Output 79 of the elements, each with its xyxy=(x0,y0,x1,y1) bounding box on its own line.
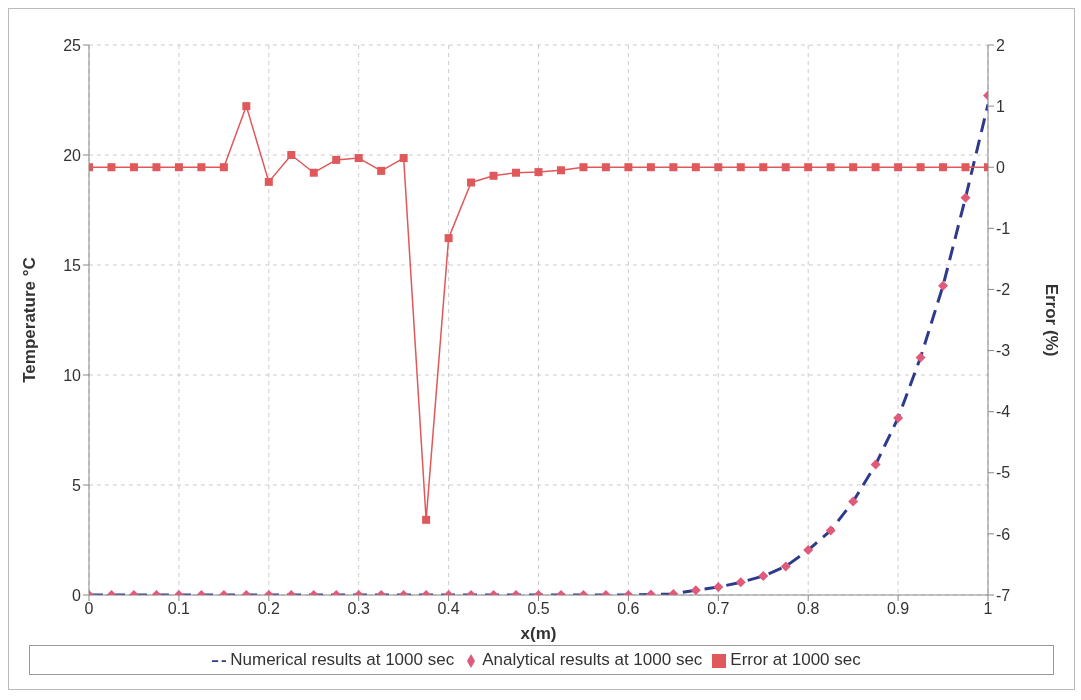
point xyxy=(624,163,633,172)
point xyxy=(354,154,363,163)
point xyxy=(534,168,543,177)
y2-tick-label: -2 xyxy=(996,281,1011,299)
y-tick-label: 15 xyxy=(63,256,82,274)
y-tick-label: 0 xyxy=(72,586,82,604)
point xyxy=(848,496,859,507)
x-tick-label: 0.4 xyxy=(437,600,460,618)
point xyxy=(714,163,723,172)
point xyxy=(804,163,813,172)
point xyxy=(422,515,431,524)
point xyxy=(915,352,926,363)
point xyxy=(669,163,678,172)
legend-label: Error at 1000 sec xyxy=(730,650,861,669)
y-tick-label: 5 xyxy=(72,476,82,494)
point xyxy=(399,154,408,163)
y2-tick-label: -7 xyxy=(996,586,1011,604)
point xyxy=(736,163,745,172)
point xyxy=(894,163,903,172)
point xyxy=(242,102,251,111)
point xyxy=(129,163,138,172)
point xyxy=(107,163,116,172)
legend-label: Analytical results at 1000 sec xyxy=(482,650,703,669)
point xyxy=(197,163,206,172)
point xyxy=(332,155,341,164)
x-tick-label: 0.1 xyxy=(167,600,191,618)
y2-tick-label: -6 xyxy=(996,525,1011,543)
point xyxy=(646,163,655,172)
point xyxy=(489,171,498,180)
point xyxy=(287,151,296,159)
point xyxy=(174,163,183,172)
x-tick-label: 0.2 xyxy=(257,600,281,618)
point xyxy=(264,177,273,186)
x-tick-label: 0.9 xyxy=(886,600,910,618)
point xyxy=(219,163,228,172)
x-tick-label: 0.8 xyxy=(797,600,820,618)
point xyxy=(916,163,925,172)
point xyxy=(939,163,948,172)
point xyxy=(825,525,836,536)
x-tick-label: 0.6 xyxy=(617,600,640,618)
point xyxy=(579,163,588,172)
y2-tick-label: -4 xyxy=(996,403,1011,421)
point xyxy=(938,280,949,291)
x-tick-label: 0.7 xyxy=(707,600,730,618)
point xyxy=(556,166,565,175)
point xyxy=(444,234,453,243)
point xyxy=(870,459,881,470)
x-tick-label: 1 xyxy=(983,600,993,618)
point xyxy=(961,163,970,172)
point xyxy=(601,163,610,172)
point xyxy=(960,192,971,203)
y-axis-title: Temperature °C xyxy=(20,257,40,383)
point xyxy=(781,163,790,172)
point xyxy=(467,178,476,187)
x-axis-title: x(m) xyxy=(520,624,557,643)
point xyxy=(759,163,768,172)
y2-axis-title: Error (%) xyxy=(1041,283,1061,357)
y-tick-label: 25 xyxy=(63,36,82,54)
y2-tick-label: -3 xyxy=(996,342,1011,360)
x-tick-label: 0.5 xyxy=(527,600,550,618)
y2-tick-label: -1 xyxy=(996,220,1011,238)
x-tick-label: 0.3 xyxy=(347,600,370,618)
y2-tick-label: 2 xyxy=(996,36,1005,54)
point xyxy=(893,412,904,423)
point xyxy=(871,163,880,172)
y2-tick-label: 1 xyxy=(996,97,1005,115)
point xyxy=(512,168,521,177)
y-tick-label: 10 xyxy=(63,366,82,384)
y2-tick-label: -5 xyxy=(996,464,1011,482)
point xyxy=(377,166,386,175)
y-tick-label: 20 xyxy=(63,146,82,164)
point xyxy=(849,163,858,172)
point xyxy=(826,163,835,172)
point xyxy=(152,163,161,172)
legend-label: Numerical results at 1000 sec xyxy=(230,650,455,669)
point xyxy=(309,168,318,177)
x-tick-label: 0 xyxy=(84,600,94,618)
y2-tick-label: 0 xyxy=(996,158,1005,176)
point xyxy=(691,163,700,172)
